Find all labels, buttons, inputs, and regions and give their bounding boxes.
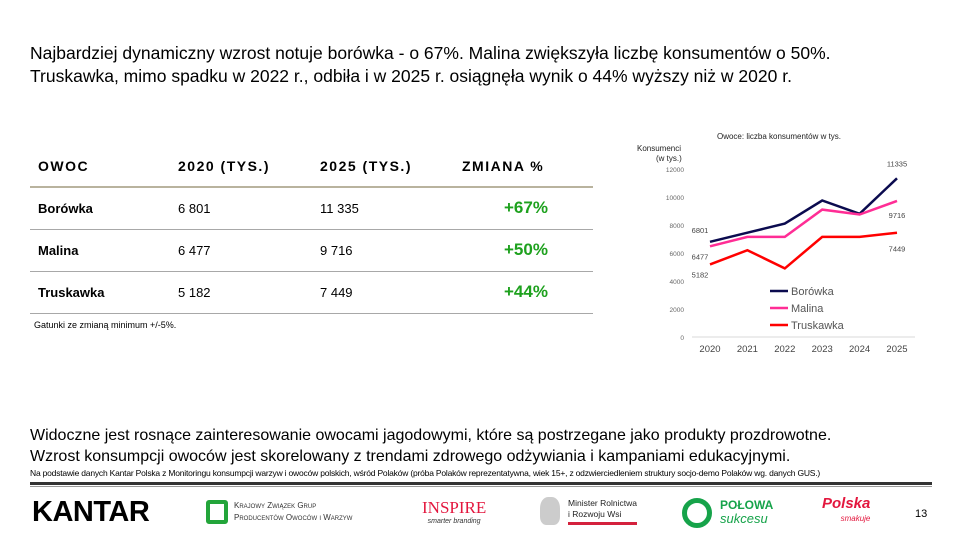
y-tick-label: 8000 <box>670 223 685 230</box>
kzgp-text: Producentów Owoców i Warzyw <box>234 513 353 522</box>
x-tick-label: 2025 <box>886 344 907 355</box>
data-label: 11335 <box>887 159 907 168</box>
cell: 5 182 <box>170 271 312 314</box>
cell: 6 801 <box>170 187 312 230</box>
kzgp-icon <box>206 500 228 524</box>
polowa-icon <box>682 498 712 528</box>
source-note: Na podstawie danych Kantar Polska z Moni… <box>30 468 821 478</box>
cell: Malina <box>30 229 170 272</box>
data-label: 6477 <box>692 252 709 261</box>
inspire-text: INSPIRE <box>422 498 487 517</box>
legend-label: Truskawka <box>791 320 845 332</box>
cell: Borówka <box>30 187 170 230</box>
cell: 11 335 <box>312 187 454 230</box>
y-tick-label: 0 <box>680 335 684 342</box>
table-note: Gatunki ze zmianą minimum +/-5%. <box>34 320 177 330</box>
cell: Truskawka <box>30 271 170 314</box>
polska-text: Polska <box>822 495 871 512</box>
y-tick-label: 12000 <box>666 167 684 174</box>
polska-smakuje-logo: Polska smakuje <box>822 496 870 526</box>
y-tick-label: 6000 <box>670 251 685 258</box>
y-tick-label: 2000 <box>670 307 685 314</box>
fruit-table: OWOC 2020 (TYS.) 2025 (TYS.) ZMIANA % Bo… <box>30 145 593 314</box>
chart-title: Owoce: liczba konsumentów w tys. <box>717 132 841 141</box>
headline: Najbardziej dynamiczny wzrost notuje bor… <box>30 42 940 88</box>
cell: +67% <box>454 187 593 230</box>
cell: +44% <box>454 271 593 314</box>
series-line-truskawka <box>709 231 898 270</box>
cell: 7 449 <box>312 271 454 314</box>
cell: 9 716 <box>312 229 454 272</box>
table-row: Borówka 6 801 11 335 +67% <box>30 187 593 230</box>
divider <box>30 482 932 485</box>
summary-line: Widoczne jest rosnące zainteresowanie ow… <box>30 427 832 444</box>
ministry-text: i Rozwoju Wsi <box>568 509 622 519</box>
kzgp-logo: Krajowy Związek Grup Producentów Owoców i… <box>234 500 352 524</box>
y-tick-label: 4000 <box>670 279 685 286</box>
ministry-text: Minister Rolnictwa <box>568 498 637 508</box>
y-axis-label: (w tys.) <box>656 154 682 163</box>
x-tick-label: 2021 <box>737 344 758 355</box>
legend-label: Borówka <box>791 286 835 298</box>
col-header: 2020 (TYS.) <box>170 145 312 188</box>
col-header: OWOC <box>30 145 170 188</box>
cell: 6 477 <box>170 229 312 272</box>
col-header: 2025 (TYS.) <box>312 145 454 188</box>
polowa-text: POŁOWA <box>720 498 774 512</box>
kzgp-text: Krajowy Związek Grup <box>234 501 317 510</box>
kantar-logo: KANTAR <box>32 496 150 528</box>
inspire-sub: smarter branding <box>427 518 481 525</box>
series-line-malina <box>709 199 898 248</box>
ministry-logo: Minister Rolnictwa i Rozwoju Wsi <box>568 498 637 525</box>
series-line-borówka <box>709 177 898 244</box>
y-tick-label: 10000 <box>666 195 684 202</box>
page-number: 13 <box>915 508 928 520</box>
summary-text: Widoczne jest rosnące zainteresowanie ow… <box>30 425 831 467</box>
data-label: 6801 <box>692 226 709 235</box>
headline-line: Najbardziej dynamiczny wzrost notuje bor… <box>30 43 831 63</box>
x-tick-label: 2024 <box>849 344 870 355</box>
y-axis-label: Konsumenci <box>637 144 681 153</box>
inspire-logo: INSPIRE smarter branding <box>422 498 486 525</box>
polowa-logo: POŁOWA sukcesu <box>720 498 773 526</box>
polowa-text: sukcesu <box>720 511 768 526</box>
legend-label: Malina <box>791 303 824 315</box>
data-label: 9716 <box>889 211 906 220</box>
cell: +50% <box>454 229 593 272</box>
col-header: ZMIANA % <box>454 145 593 188</box>
polska-text: smakuje <box>840 514 871 523</box>
headline-line: Truskawka, mimo spadku w 2022 r., odbiła… <box>30 66 792 86</box>
eagle-emblem-icon <box>540 497 560 525</box>
logo-bar: KANTAR Krajowy Związek Grup Producentów O… <box>30 492 930 532</box>
x-tick-label: 2023 <box>812 344 833 355</box>
data-label: 7449 <box>889 245 906 254</box>
divider <box>30 486 932 487</box>
summary-line: Wzrost konsumpcji owoców jest skorelowan… <box>30 448 791 465</box>
table-row: Truskawka 5 182 7 449 +44% <box>30 271 593 314</box>
table-row: Malina 6 477 9 716 +50% <box>30 229 593 272</box>
data-label: 5182 <box>692 270 709 279</box>
x-tick-label: 2020 <box>699 344 720 355</box>
x-tick-label: 2022 <box>774 344 795 355</box>
